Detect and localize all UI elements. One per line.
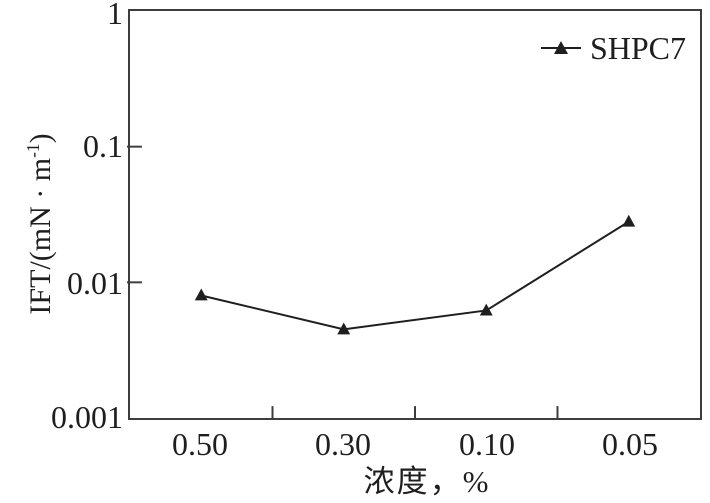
x-tick-label-0.50: 0.50 [172,426,228,462]
x-tick-label-0.05: 0.05 [602,426,658,462]
y-tick-label-0p001: 0.001 [51,399,123,435]
x-tick-label-0.30: 0.30 [315,426,371,462]
plot-area: SHPC7 [127,9,702,420]
legend-triangle-marker-icon [540,41,581,54]
y-tick-label-1: 1 [107,0,123,31]
legend-series-label: SHPC7 [589,30,686,66]
y-axis-title: IFT/(mN · m-1) [16,84,57,364]
data-series-canvas [127,145,636,418]
legend: SHPC7 [540,30,686,66]
y-tick-label-0p1: 0.1 [83,128,123,164]
x-tick-label-0.10: 0.10 [459,426,515,462]
x-axis-title: 浓度，% [363,464,491,499]
y-tick-label-0p01: 0.01 [67,265,123,301]
